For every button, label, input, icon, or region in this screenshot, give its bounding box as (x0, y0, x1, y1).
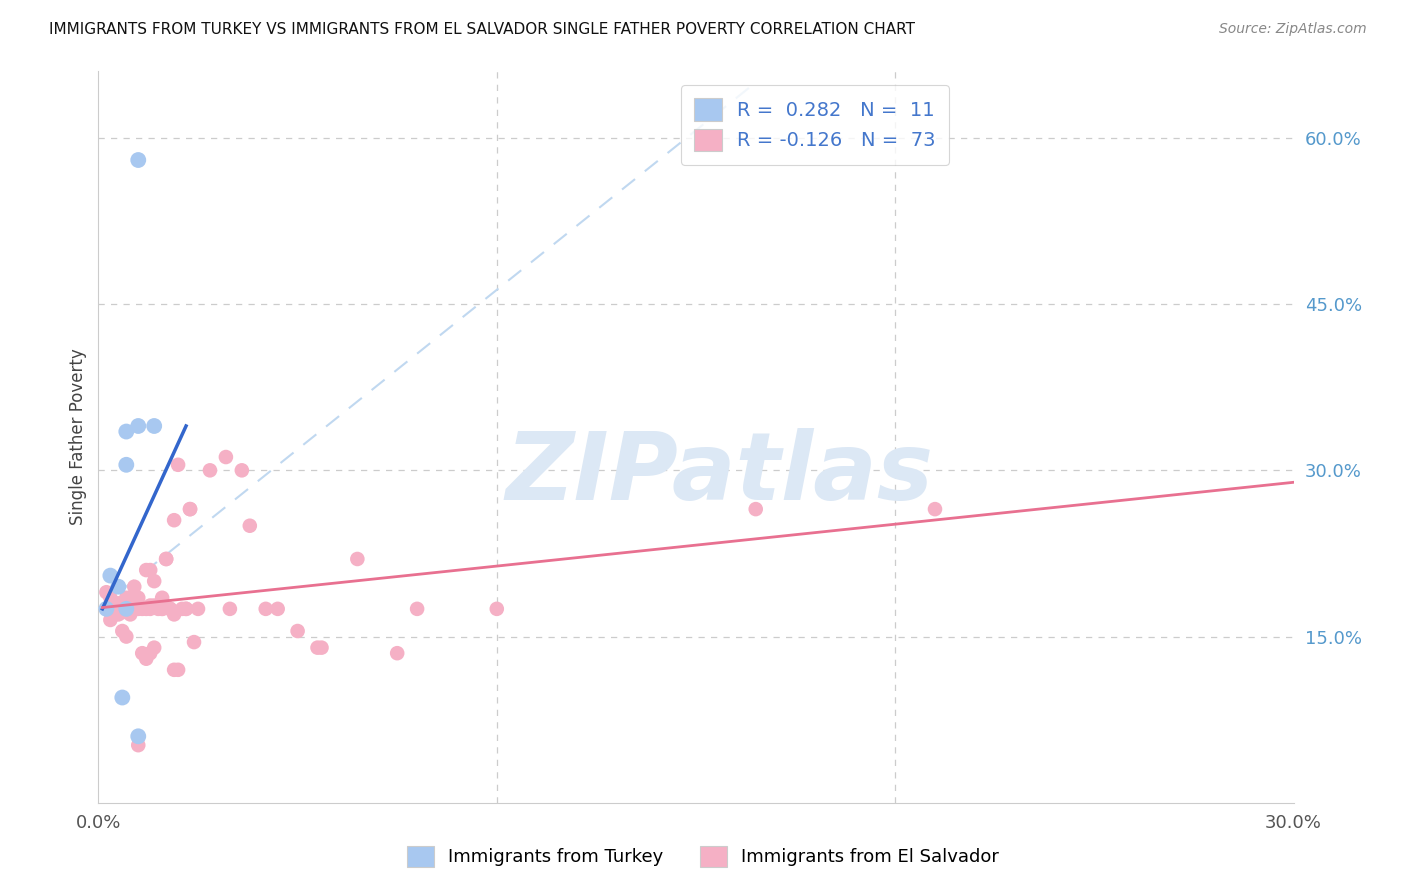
Point (115, 425, 138, 439)
Text: ZIPatlas: ZIPatlas (506, 427, 934, 520)
Point (127, 602, 149, 616)
Point (107, 596, 129, 610)
Point (139, 646, 162, 660)
Point (111, 624, 134, 638)
Point (150, 602, 173, 616)
Point (215, 450, 238, 464)
Point (124, 591, 146, 605)
Point (143, 599, 166, 613)
Point (167, 458, 190, 472)
Point (111, 605, 134, 619)
Point (287, 624, 309, 638)
Point (174, 602, 197, 616)
Point (155, 552, 177, 566)
Point (267, 602, 290, 616)
Point (124, 602, 146, 616)
Point (120, 602, 142, 616)
Point (198, 463, 221, 477)
Point (385, 646, 409, 660)
Point (98, 591, 122, 605)
Point (163, 663, 186, 677)
Point (346, 552, 368, 566)
Point (115, 602, 138, 616)
Point (179, 502, 201, 516)
Point (406, 602, 429, 616)
Point (127, 599, 149, 613)
Point (127, 591, 149, 605)
Text: Source: ZipAtlas.com: Source: ZipAtlas.com (1219, 22, 1367, 37)
Point (924, 502, 946, 516)
Point (98, 568, 122, 582)
Point (127, 729, 149, 743)
Point (163, 513, 186, 527)
Point (115, 602, 138, 616)
Point (96, 602, 118, 616)
Y-axis label: Single Father Poverty: Single Father Poverty (69, 349, 87, 525)
Point (179, 502, 201, 516)
Point (159, 602, 181, 616)
Point (143, 574, 166, 589)
Point (172, 602, 194, 616)
Text: IMMIGRANTS FROM TURKEY VS IMMIGRANTS FROM EL SALVADOR SINGLE FATHER POVERTY CORR: IMMIGRANTS FROM TURKEY VS IMMIGRANTS FRO… (49, 22, 915, 37)
Point (131, 602, 153, 616)
Point (135, 602, 157, 616)
Point (111, 602, 134, 616)
Point (115, 630, 138, 644)
Legend: Immigrants from Turkey, Immigrants from El Salvador: Immigrants from Turkey, Immigrants from … (399, 838, 1007, 874)
Point (98, 613, 122, 627)
Point (174, 602, 197, 616)
Point (745, 502, 768, 516)
Point (103, 596, 125, 610)
Point (183, 635, 205, 649)
Point (219, 602, 242, 616)
Point (143, 640, 166, 655)
Point (135, 563, 157, 577)
Point (103, 602, 125, 616)
Point (143, 419, 166, 434)
Legend: R =  0.282   N =  11, R = -0.126   N =  73: R = 0.282 N = 11, R = -0.126 N = 73 (681, 85, 949, 165)
Point (163, 607, 186, 622)
Point (115, 458, 138, 472)
Point (131, 646, 153, 660)
Point (127, 419, 149, 434)
Point (107, 602, 129, 616)
Point (231, 463, 253, 477)
Point (124, 580, 146, 594)
Point (167, 663, 190, 677)
Point (120, 596, 142, 610)
Point (135, 651, 157, 665)
Point (139, 599, 162, 613)
Point (239, 518, 262, 533)
Point (107, 580, 129, 594)
Point (120, 607, 142, 622)
Point (187, 602, 209, 616)
Point (150, 602, 173, 616)
Point (148, 602, 170, 616)
Point (98, 602, 122, 616)
Point (307, 640, 329, 655)
Point (150, 591, 173, 605)
Point (111, 690, 134, 705)
Point (139, 602, 162, 616)
Point (115, 591, 138, 605)
Point (127, 738, 149, 752)
Point (139, 563, 162, 577)
Point (107, 607, 129, 622)
Point (485, 602, 508, 616)
Point (311, 640, 333, 655)
Point (155, 552, 177, 566)
Point (254, 602, 277, 616)
Point (96, 585, 118, 599)
Point (159, 602, 181, 616)
Point (127, 153, 149, 167)
